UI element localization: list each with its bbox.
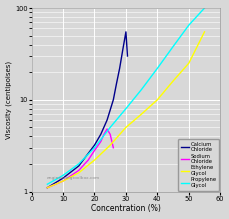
Calcium
Chloride bbox=[46, 186, 49, 189]
Calcium
Chloride bbox=[93, 144, 95, 147]
Line: Ethylene
Glycol: Ethylene Glycol bbox=[47, 32, 204, 188]
Calcium
Chloride bbox=[77, 165, 80, 167]
Line: Propylene
Glycol: Propylene Glycol bbox=[47, 8, 204, 184]
Sodium
Chloride bbox=[86, 159, 89, 161]
Ethylene
Glycol bbox=[140, 113, 142, 115]
Sodium
Chloride bbox=[77, 169, 80, 172]
Calcium
Chloride bbox=[99, 133, 102, 136]
Text: engineeringtoolbox.com: engineeringtoolbox.com bbox=[46, 176, 99, 180]
Ethylene
Glycol bbox=[202, 31, 205, 33]
Y-axis label: Viscosity (centipoises): Viscosity (centipoises) bbox=[5, 61, 12, 139]
Sodium
Chloride bbox=[99, 140, 102, 143]
Propylene
Glycol bbox=[124, 107, 127, 110]
Sodium
Chloride bbox=[46, 186, 49, 189]
Line: Sodium
Chloride: Sodium Chloride bbox=[47, 129, 113, 188]
Calcium
Chloride bbox=[105, 119, 108, 122]
Propylene
Glycol bbox=[61, 174, 64, 177]
Line: Calcium
Chloride: Calcium Chloride bbox=[47, 32, 127, 188]
Calcium
Chloride bbox=[118, 67, 120, 70]
Propylene
Glycol bbox=[77, 162, 80, 165]
Propylene
Glycol bbox=[171, 45, 174, 48]
Propylene
Glycol bbox=[46, 183, 49, 185]
Ethylene
Glycol bbox=[187, 62, 189, 65]
Ethylene
Glycol bbox=[61, 180, 64, 182]
Calcium
Chloride bbox=[121, 49, 124, 51]
Ethylene
Glycol bbox=[46, 186, 49, 189]
Propylene
Glycol bbox=[187, 24, 189, 26]
Propylene
Glycol bbox=[202, 7, 205, 9]
Ethylene
Glycol bbox=[77, 171, 80, 174]
Calcium
Chloride bbox=[125, 55, 128, 57]
Propylene
Glycol bbox=[140, 88, 142, 91]
Sodium
Chloride bbox=[108, 133, 111, 136]
Propylene
Glycol bbox=[155, 67, 158, 70]
Sodium
Chloride bbox=[102, 133, 105, 136]
Legend: Calcium
Chloride, Sodium
Chloride, Ethylene
Glycol, Propylene
Glycol: Calcium Chloride, Sodium Chloride, Ethyl… bbox=[177, 139, 218, 191]
Sodium
Chloride bbox=[93, 149, 95, 152]
Propylene
Glycol bbox=[93, 147, 95, 149]
Calcium
Chloride bbox=[112, 99, 114, 101]
Propylene
Glycol bbox=[108, 126, 111, 129]
Sodium
Chloride bbox=[105, 128, 108, 130]
Calcium
Chloride bbox=[61, 177, 64, 179]
Sodium
Chloride bbox=[61, 180, 64, 182]
Calcium
Chloride bbox=[114, 82, 117, 85]
X-axis label: Concentration (%): Concentration (%) bbox=[91, 205, 160, 214]
Ethylene
Glycol bbox=[108, 144, 111, 147]
Ethylene
Glycol bbox=[124, 126, 127, 129]
Sodium
Chloride bbox=[112, 147, 114, 149]
Ethylene
Glycol bbox=[155, 99, 158, 101]
Ethylene
Glycol bbox=[171, 80, 174, 82]
Ethylene
Glycol bbox=[93, 159, 95, 161]
Calcium
Chloride bbox=[124, 31, 127, 33]
